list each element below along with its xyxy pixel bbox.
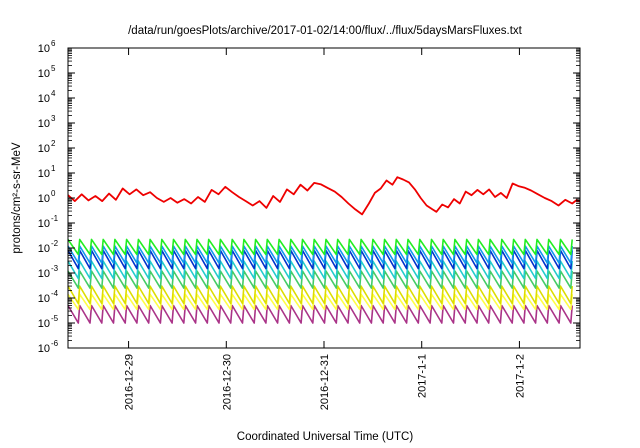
y-tick-label: 10 bbox=[38, 143, 50, 155]
series-layer bbox=[67, 176, 581, 324]
x-tick-label: 2017-1-1 bbox=[417, 354, 429, 398]
y-tick-exponent: 1 bbox=[51, 164, 56, 173]
y-tick-exponent: 5 bbox=[51, 64, 56, 73]
y-tick-label: 10 bbox=[38, 43, 50, 55]
y-tick-exponent: 0 bbox=[51, 189, 56, 198]
x-tick-label: 2016-12-31 bbox=[319, 354, 331, 410]
y-tick-exponent: 6 bbox=[51, 39, 56, 48]
y-tick-label: 10 bbox=[38, 93, 50, 105]
series-line-8 bbox=[67, 304, 573, 324]
y-tick-label: 10 bbox=[38, 218, 50, 230]
y-tick-exponent: -4 bbox=[51, 289, 59, 298]
plot-frame bbox=[67, 47, 581, 349]
y-tick-label: 10 bbox=[38, 193, 50, 205]
y-tick-exponent: -3 bbox=[51, 264, 59, 273]
chart-title: /data/run/goesPlots/archive/2017-01-02/1… bbox=[128, 25, 523, 37]
x-tick-layer: 2016-12-29 2016-12-30 2016-12-31 2017-1-1 20… bbox=[124, 48, 526, 410]
y-tick-label: 10 bbox=[38, 118, 50, 130]
y-tick-exponent: -1 bbox=[51, 214, 59, 223]
series-line-0 bbox=[67, 176, 581, 216]
y-tick-label: 10 bbox=[38, 293, 50, 305]
y-tick-exponent: 3 bbox=[51, 114, 56, 123]
y-tick-exponent: -6 bbox=[51, 339, 59, 348]
y-tick-exponent: 4 bbox=[51, 89, 56, 98]
y-tick-label: 10 bbox=[38, 343, 50, 355]
y-tick-label: 10 bbox=[38, 168, 50, 180]
y-tick-exponent: -2 bbox=[51, 239, 59, 248]
x-tick-label: 2016-12-30 bbox=[221, 354, 233, 410]
series-line-6 bbox=[67, 285, 573, 305]
y-tick-exponent: 2 bbox=[51, 139, 56, 148]
series-line-4 bbox=[67, 260, 573, 280]
y-tick-label: 10 bbox=[38, 243, 50, 255]
series-line-1 bbox=[67, 238, 573, 256]
x-tick-label: 2016-12-29 bbox=[124, 354, 136, 410]
y-tick-label: 10 bbox=[38, 68, 50, 80]
x-tick-label: 2017-1-2 bbox=[514, 354, 526, 398]
series-line-3 bbox=[67, 249, 573, 270]
y-tick-layer: 10 -610 -510 -410 -310 -210 -110 010 110 210 310 41… bbox=[38, 39, 580, 355]
y-tick-exponent: -5 bbox=[51, 314, 59, 323]
x-axis-label: Coordinated Universal Time (UTC) bbox=[237, 431, 414, 443]
y-axis-label: protons/cm²-s-sr-MeV bbox=[11, 142, 23, 254]
y-tick-label: 10 bbox=[38, 268, 50, 280]
y-tick-label: 10 bbox=[38, 318, 50, 330]
